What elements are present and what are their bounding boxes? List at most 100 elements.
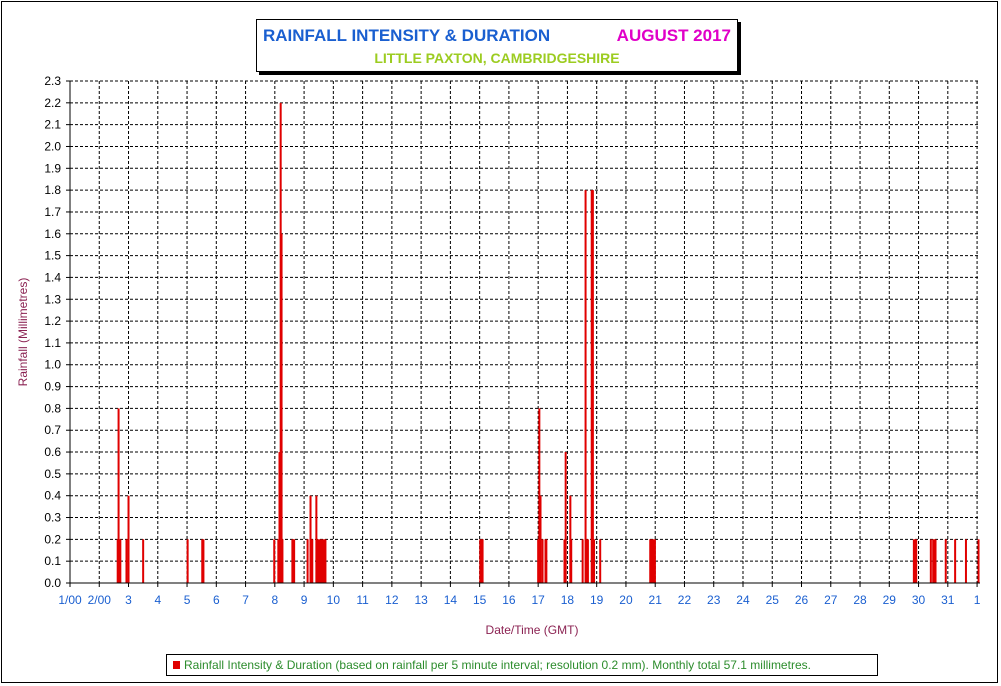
x-tick-label: 23 xyxy=(707,593,721,607)
x-tick-label: 19 xyxy=(590,593,604,607)
rainfall-bar xyxy=(586,539,589,583)
y-tick-label: 0.6 xyxy=(44,445,61,459)
y-tick-label: 0.9 xyxy=(44,380,61,394)
x-tick-label: 12 xyxy=(385,593,399,607)
rainfall-bar xyxy=(316,539,319,583)
rainfall-bar xyxy=(324,539,327,583)
rainfall-bar xyxy=(650,539,653,583)
legend: Rainfall Intensity & Duration (based on … xyxy=(166,654,878,676)
rainfall-bar xyxy=(914,539,917,583)
legend-label: Rainfall Intensity & Duration (based on … xyxy=(184,658,811,672)
rainfall-bar xyxy=(277,539,280,583)
rainfall-bar xyxy=(201,539,204,583)
y-tick-label: 0.3 xyxy=(44,511,61,525)
chart-title-period: AUGUST 2017 xyxy=(616,26,731,45)
y-tick-label: 1.1 xyxy=(44,336,61,350)
x-tick-label: 24 xyxy=(736,593,750,607)
rainfall-bar xyxy=(273,539,276,583)
x-tick-label: 25 xyxy=(766,593,780,607)
rainfall-bar xyxy=(538,408,541,583)
rainfall-bar xyxy=(933,539,936,583)
x-tick-label: 26 xyxy=(795,593,809,607)
y-tick-labels: 0.0 0.1 0.2 0.3 0.4 0.5 0.6 0.7 0.8 0.9 1.0 1.1 1.2 1… xyxy=(44,74,70,590)
y-tick-label: 1.4 xyxy=(44,270,61,284)
x-tick-label: 11 xyxy=(356,593,369,607)
y-tick-label: 1.2 xyxy=(44,314,61,328)
rainfall-bar xyxy=(541,539,544,583)
rainfall-bar xyxy=(584,190,587,583)
y-tick-label: 1.5 xyxy=(44,249,61,263)
y-tick-label: 1.3 xyxy=(44,292,61,306)
y-tick-label: 1.0 xyxy=(44,358,61,372)
x-tick-label: 3 xyxy=(125,593,132,607)
x-tick-label: 16 xyxy=(502,593,516,607)
x-tick-label: 4 xyxy=(154,593,161,607)
x-tick-label: 1/00 xyxy=(58,593,82,607)
legend-swatch xyxy=(173,661,180,669)
x-tick-label: 7 xyxy=(242,593,249,607)
x-tick-label: 8 xyxy=(271,593,278,607)
x-tick-label: 27 xyxy=(824,593,838,607)
y-tick-label: 2.1 xyxy=(44,118,61,132)
rainfall-bar xyxy=(319,539,322,583)
x-tick-label: 21 xyxy=(649,593,663,607)
rainfall-bar xyxy=(944,539,947,583)
rainfall-bar xyxy=(119,539,122,583)
rainfall-bar xyxy=(585,539,588,583)
y-tick-label: 2.3 xyxy=(44,74,61,88)
rainfall-bar xyxy=(912,539,915,583)
rainfall-bar xyxy=(280,233,283,584)
x-tick-label: 18 xyxy=(561,593,575,607)
rainfall-bar xyxy=(321,539,324,583)
rainfall-bar xyxy=(590,190,593,583)
x-tick-label: 30 xyxy=(912,593,926,607)
y-tick-label: 1.9 xyxy=(44,161,61,175)
title-box: RAINFALL INTENSITY & DURATION AUGUST 201… xyxy=(256,19,738,72)
rainfall-bar xyxy=(652,539,655,583)
rainfall-bar xyxy=(929,539,932,583)
x-tick-label: 31 xyxy=(941,593,955,607)
y-tick-label: 0.5 xyxy=(44,467,61,481)
rainfall-bar xyxy=(934,539,937,583)
x-tick-label: 22 xyxy=(678,593,692,607)
x-tick-label: 20 xyxy=(619,593,633,607)
rainfall-bar xyxy=(932,539,935,583)
rainfall-bar xyxy=(117,408,120,583)
y-tick-label: 2.2 xyxy=(44,96,61,110)
y-tick-label: 2.0 xyxy=(44,139,61,153)
rainfall-bars xyxy=(116,102,980,584)
rainfall-bar xyxy=(311,539,314,583)
y-tick-label: 0.7 xyxy=(44,423,61,437)
x-tick-label: 1 xyxy=(974,593,981,607)
rainfall-bar xyxy=(127,495,130,583)
rainfall-bar xyxy=(309,495,312,583)
x-tick-label: 15 xyxy=(473,593,487,607)
grid-lines xyxy=(70,80,980,583)
rainfall-bar xyxy=(599,539,602,583)
rainfall-bar xyxy=(564,452,567,583)
y-tick-label: 0.1 xyxy=(44,554,61,568)
rainfall-bar xyxy=(653,539,656,583)
rainfall-bar xyxy=(964,539,967,583)
rainfall-bar xyxy=(315,495,318,583)
y-tick-label: 0.0 xyxy=(44,576,61,590)
y-tick-label: 0.4 xyxy=(44,489,61,503)
rainfall-bar xyxy=(293,539,296,583)
x-tick-label: 5 xyxy=(184,593,191,607)
y-axis-label: Rainfall (Millimetres) xyxy=(16,278,30,387)
y-tick-label: 1.8 xyxy=(44,183,61,197)
x-tick-label: 29 xyxy=(883,593,897,607)
rainfall-bar xyxy=(591,190,594,583)
x-axis-label: Date/Time (GMT) xyxy=(486,623,579,637)
rainfall-bar xyxy=(651,539,654,583)
x-tick-label: 9 xyxy=(301,593,308,607)
rainfall-bar xyxy=(480,539,483,583)
rainfall-bar xyxy=(593,539,596,583)
rainfall-bar xyxy=(915,539,918,583)
rainfall-bar xyxy=(186,539,189,583)
rainfall-bar xyxy=(479,539,482,583)
x-tick-label: 14 xyxy=(444,593,458,607)
